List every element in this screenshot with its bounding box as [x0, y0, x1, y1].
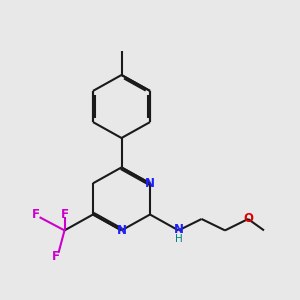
Text: N: N [145, 177, 155, 190]
Text: F: F [32, 208, 40, 221]
Text: N: N [116, 224, 127, 237]
Text: N: N [173, 223, 184, 236]
Text: F: F [61, 208, 68, 221]
Text: H: H [175, 234, 183, 244]
Text: F: F [52, 250, 59, 263]
Text: O: O [243, 212, 253, 226]
